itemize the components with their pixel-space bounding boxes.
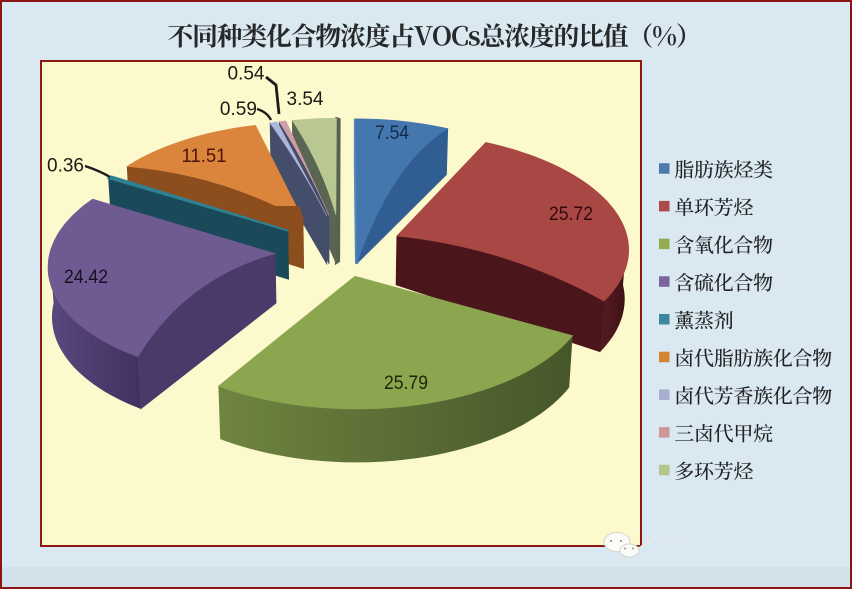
svg-text:0.54: 0.54	[228, 63, 265, 85]
svg-text:0.59: 0.59	[220, 98, 257, 120]
svg-text:7.54: 7.54	[375, 122, 409, 144]
svg-text:3.54: 3.54	[287, 88, 324, 110]
svg-text:25.72: 25.72	[549, 203, 593, 225]
svg-text:25.79: 25.79	[384, 372, 428, 394]
svg-text:0.36: 0.36	[47, 155, 84, 177]
svg-text:24.42: 24.42	[64, 266, 108, 288]
svg-text:11.51: 11.51	[182, 145, 227, 167]
